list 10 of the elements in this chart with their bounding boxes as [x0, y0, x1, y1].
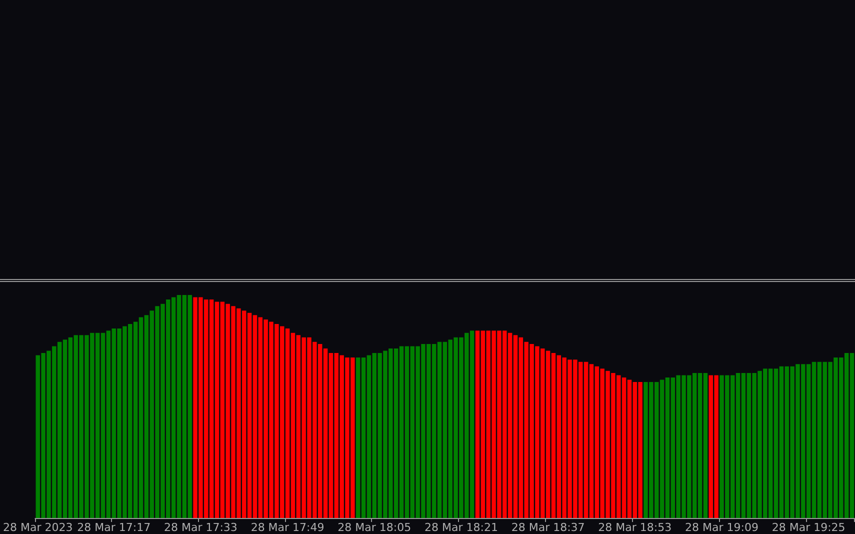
x-tick-label: 28 Mar 19:09	[685, 521, 758, 534]
x-tick-label: 28 Mar 18:21	[424, 521, 498, 534]
x-tick-label: 28 Mar 17:49	[250, 521, 324, 534]
x-tick-label: 28 Mar 18:37	[511, 521, 585, 534]
x-tick-label: 28 Mar 19:25	[772, 521, 846, 534]
x-tick-label: 28 Mar 17:33	[164, 521, 238, 534]
x-tick-label: 28 Mar 17:17	[77, 521, 151, 534]
x-tick-label: 28 Mar 18:05	[338, 521, 412, 534]
x-tick-label: 28 Mar 18:53	[598, 521, 672, 534]
x-tick-label: 28 Mar 2023	[2, 521, 73, 534]
